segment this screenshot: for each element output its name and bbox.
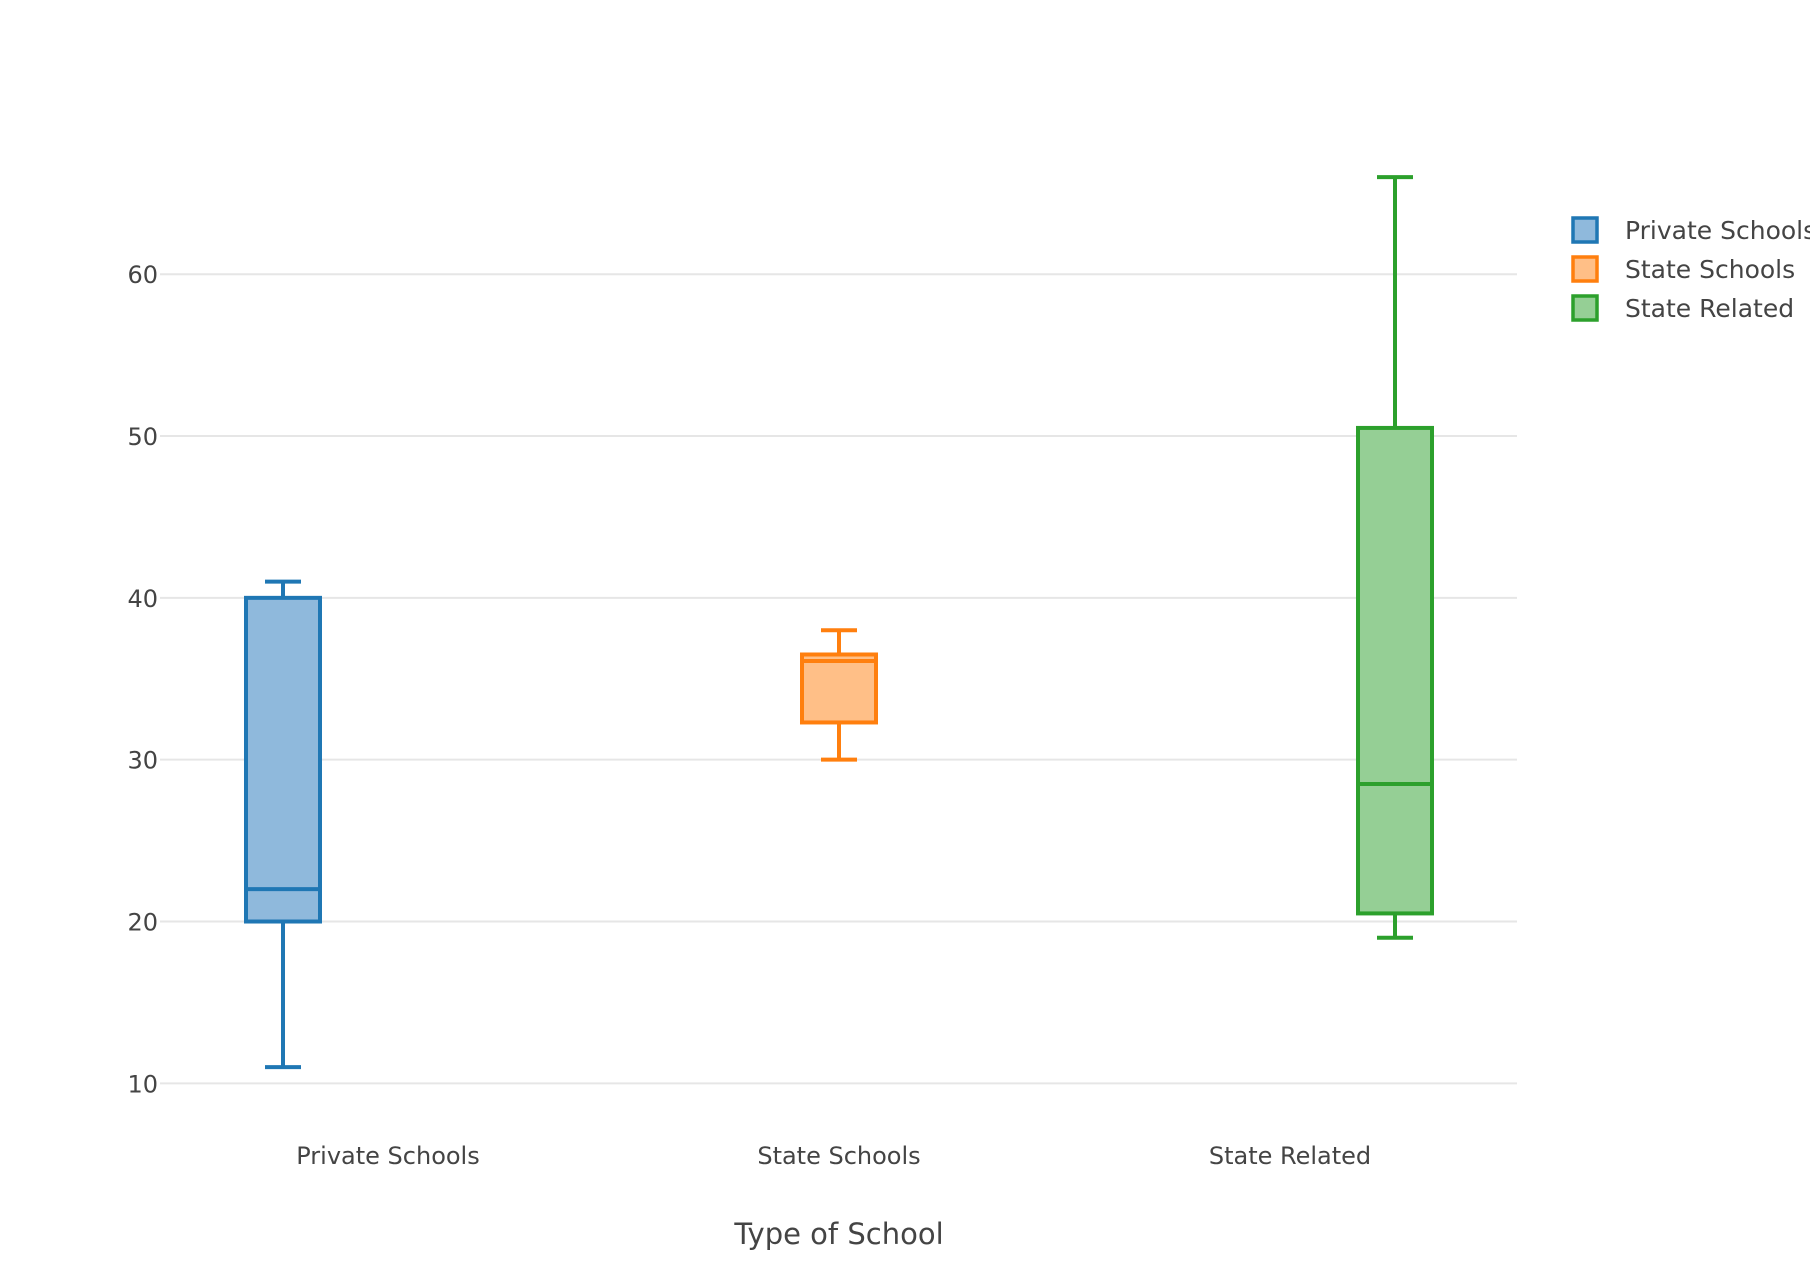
legend-item-state-schools[interactable]: State Schools [1571, 255, 1795, 284]
y-tick-label-40: 40 [127, 585, 158, 613]
x-axis-title: Type of School [733, 1217, 943, 1251]
legend-swatch-state-related [1571, 294, 1599, 322]
x-tick-label-state-schools: State Schools [757, 1142, 920, 1170]
x-axis-ticks: Private Schools State Schools State Relate… [296, 1142, 1371, 1170]
box-state-related [1356, 175, 1434, 940]
legend-label-state-related: State Related [1625, 294, 1794, 323]
y-axis-ticks: 10 20 30 40 50 60 [127, 261, 158, 1098]
box-state-schools [800, 628, 878, 762]
legend-label-state-schools: State Schools [1625, 255, 1795, 284]
iqr-box-state-schools [800, 652, 878, 725]
x-tick-label-private-schools: Private Schools [296, 1142, 479, 1170]
box-private-schools [244, 579, 322, 1070]
legend[interactable]: Private Schools State Schools State Relate… [1571, 216, 1810, 323]
y-tick-label-50: 50 [127, 423, 158, 451]
y-tick-label-20: 20 [127, 909, 158, 937]
y-tick-label-60: 60 [127, 261, 158, 289]
iqr-box-state-related [1356, 425, 1434, 916]
y-tick-label-10: 10 [127, 1070, 158, 1098]
legend-swatch-state-schools [1571, 255, 1599, 283]
y-tick-label-30: 30 [127, 747, 158, 775]
legend-item-private-schools[interactable]: Private Schools [1571, 216, 1810, 245]
legend-label-private-schools: Private Schools [1625, 216, 1810, 245]
x-tick-label-state-related: State Related [1209, 1142, 1371, 1170]
boxes [244, 175, 1434, 1070]
iqr-box-private-schools [244, 595, 322, 924]
legend-swatch-private-schools [1571, 216, 1599, 244]
legend-item-state-related[interactable]: State Related [1571, 294, 1794, 323]
